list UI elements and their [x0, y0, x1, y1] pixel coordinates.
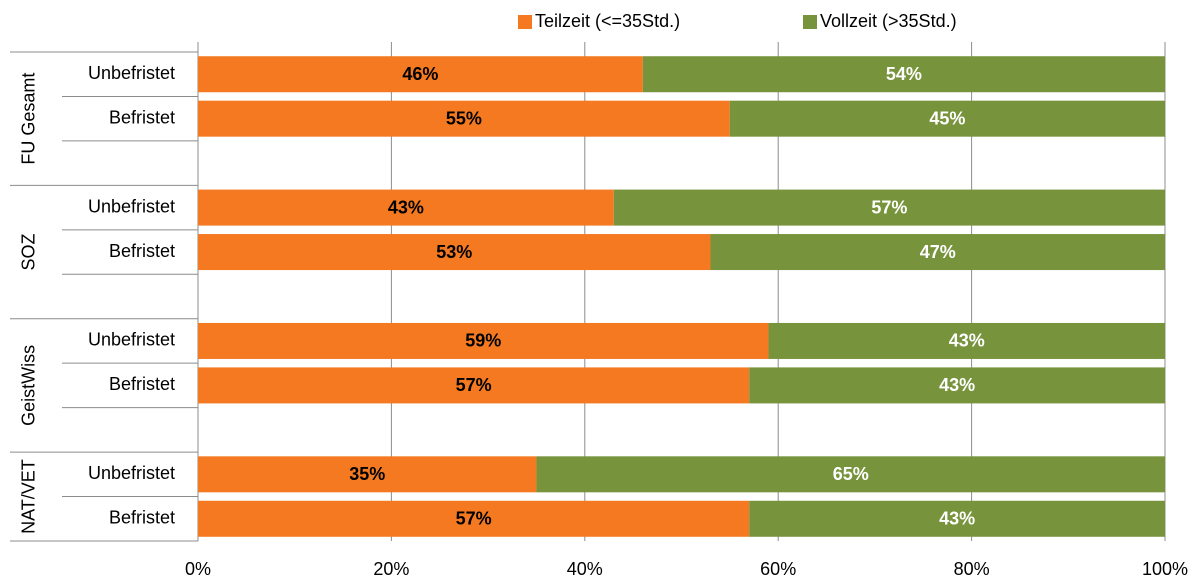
value-label: 43%: [949, 331, 985, 351]
legend-swatch: [803, 15, 817, 29]
bar-segment: [710, 234, 1165, 271]
value-label: 47%: [920, 242, 956, 262]
value-label: 55%: [446, 108, 482, 128]
bar-segment: [749, 367, 1165, 404]
category-label: Unbefristet: [88, 63, 175, 83]
bar-segment: [198, 56, 643, 93]
bar-segment: [198, 322, 769, 359]
bar-segment: [198, 500, 750, 537]
legend-label: Vollzeit (>35Std.): [820, 11, 957, 31]
value-label: 43%: [939, 509, 975, 529]
bar-segment: [768, 322, 1165, 359]
bar-segment: [198, 189, 614, 226]
legend-label: Teilzeit (<=35Std.): [535, 11, 680, 31]
bar-segment: [642, 56, 1165, 93]
value-label: 45%: [929, 108, 965, 128]
legend-swatch: [518, 15, 532, 29]
value-label: 35%: [349, 464, 385, 484]
category-label: Unbefristet: [88, 330, 175, 350]
value-label: 53%: [436, 242, 472, 262]
group-label: FU Gesamt: [19, 73, 39, 165]
category-label: Befristet: [109, 374, 175, 394]
value-label: 43%: [939, 375, 975, 395]
x-tick-label: 0%: [185, 559, 211, 579]
x-tick-label: 80%: [954, 559, 990, 579]
category-label: Befristet: [109, 241, 175, 261]
bar-segment: [198, 367, 750, 404]
category-label: Befristet: [109, 107, 175, 127]
bar-segment: [613, 189, 1165, 226]
value-label: 59%: [465, 331, 501, 351]
group-label: NAT/VET: [19, 459, 39, 534]
value-label: 57%: [871, 197, 907, 217]
category-label: Befristet: [109, 508, 175, 528]
group-label: SOZ: [19, 234, 39, 271]
category-label: Unbefristet: [88, 196, 175, 216]
bar-segment: [536, 456, 1165, 493]
value-label: 43%: [388, 197, 424, 217]
x-tick-label: 40%: [567, 559, 603, 579]
category-label: Unbefristet: [88, 463, 175, 483]
value-label: 57%: [456, 375, 492, 395]
value-label: 57%: [456, 509, 492, 529]
x-tick-label: 20%: [373, 559, 409, 579]
bar-segment: [198, 456, 537, 493]
bar-segment: [198, 100, 730, 137]
value-label: 65%: [833, 464, 869, 484]
value-label: 46%: [402, 64, 438, 84]
x-tick-label: 60%: [760, 559, 796, 579]
value-label: 54%: [886, 64, 922, 84]
bar-segment: [749, 500, 1165, 537]
bar-segment: [729, 100, 1165, 137]
group-label: GeistWiss: [19, 345, 39, 426]
bar-segment: [198, 234, 711, 271]
x-tick-label: 100%: [1142, 559, 1188, 579]
